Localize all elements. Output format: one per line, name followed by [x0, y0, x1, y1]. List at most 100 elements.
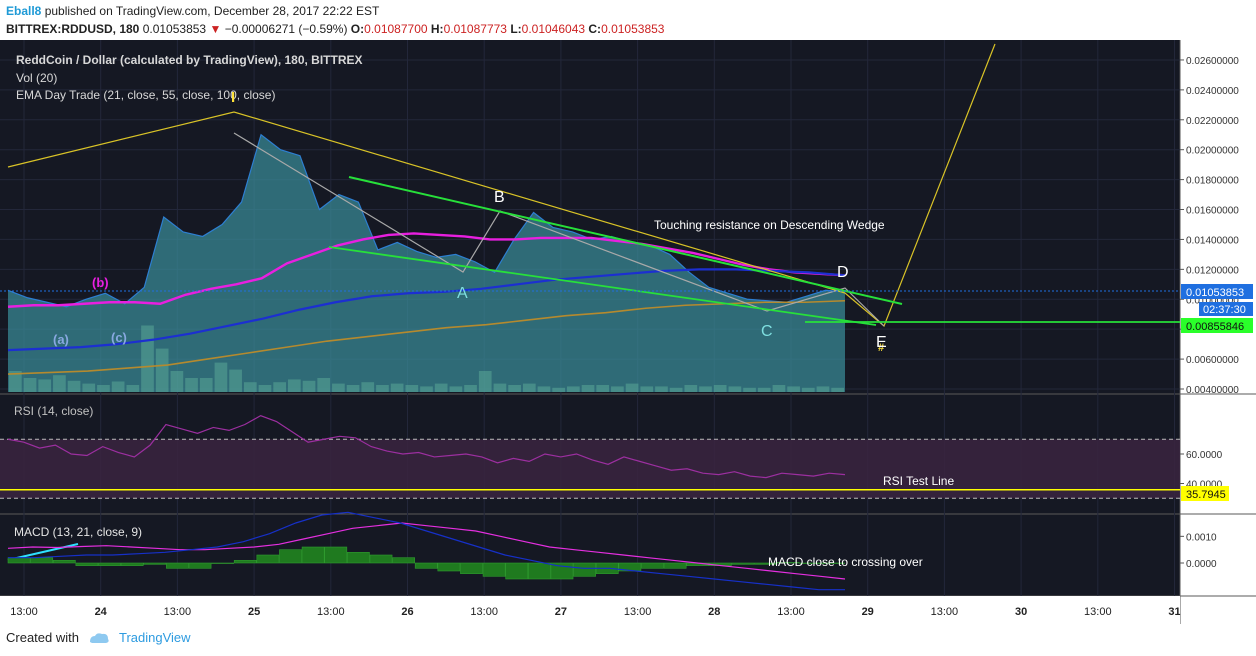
- macd-histogram-bar: [211, 562, 235, 564]
- volume-bar: [229, 369, 242, 392]
- volume-bar: [772, 385, 786, 392]
- volume-bar: [302, 380, 316, 392]
- macd-histogram-bar: [347, 552, 370, 564]
- time-axis-label: 26: [401, 606, 413, 618]
- macd-histogram-bar: [256, 554, 280, 564]
- price-axis-label: 0.02000000: [1186, 146, 1239, 157]
- volume-bar: [669, 387, 683, 392]
- volume-bar: [449, 386, 463, 392]
- macd-histogram-bar: [392, 557, 415, 564]
- volume-bar: [655, 386, 668, 392]
- volume-bar: [376, 385, 389, 392]
- volume-bar: [625, 383, 639, 392]
- vol-legend: Vol (20): [16, 71, 57, 85]
- close-label: C:: [588, 22, 602, 36]
- volume-bar: [684, 385, 698, 392]
- price-axis-label: 0.02600000: [1186, 56, 1239, 67]
- macd-histogram-bar: [460, 562, 483, 574]
- volume-bar: [170, 371, 184, 392]
- macd-histogram-bar: [527, 562, 551, 580]
- rsi-legend: RSI (14, close): [14, 404, 93, 418]
- volume-bar: [67, 380, 81, 392]
- down-arrow-icon: ▼: [209, 22, 222, 36]
- macd-histogram-bar: [573, 562, 596, 577]
- rsi-line: [7, 414, 846, 479]
- volume-bar: [390, 383, 404, 392]
- rsi-test-tag: [1181, 486, 1229, 501]
- volume-bar: [464, 385, 477, 392]
- chart-canvas[interactable]: # 0.02600000 0.02400000 0.02200000 0.020000…: [0, 40, 1256, 624]
- volume-bar: [332, 383, 345, 392]
- time-axis-label: 27: [555, 606, 567, 618]
- macd-line: [7, 522, 846, 580]
- volume-bar: [111, 381, 125, 392]
- volume-bar: [155, 348, 169, 392]
- ohlc-line: BITTREX:RDDUSD, 180 0.01053853 ▼ −0.0000…: [6, 22, 664, 36]
- wave-label-i: I: [231, 89, 235, 106]
- volume-bar: [38, 379, 52, 392]
- close-value: 0.01053853: [601, 22, 665, 36]
- volume-bar: [581, 385, 595, 392]
- wave-label-small-c: (c): [111, 330, 127, 345]
- volume-bar: [141, 325, 154, 392]
- price-axis-label: 0.01400000: [1186, 235, 1239, 246]
- volume-bar: [288, 379, 301, 392]
- last-price-tag: [1181, 284, 1253, 299]
- price-axis-label: 0.02200000: [1186, 116, 1239, 127]
- volume-bar: [640, 386, 654, 392]
- low-label: L:: [510, 22, 522, 36]
- open-label: O:: [350, 22, 365, 36]
- macd-histogram-bar: [98, 562, 121, 566]
- macd-histogram-bar: [437, 562, 461, 572]
- time-axis-label: 28: [708, 606, 720, 618]
- price-axis-label: 0.00600000: [1186, 355, 1239, 366]
- wave-label-a: A: [457, 285, 468, 302]
- time-axis-label: 13:00: [931, 606, 959, 618]
- yellow-trendline: [7, 43, 996, 327]
- macd-axis-label: 0.0000: [1186, 559, 1217, 570]
- time-axis-label: 13:00: [1084, 606, 1112, 618]
- symbol-label: BITTREX:RDDUSD, 180: [6, 22, 140, 36]
- volume-bar: [185, 378, 198, 392]
- macd-histogram-bar: [143, 562, 167, 565]
- time-axis-label: 25: [248, 606, 260, 618]
- wave-label-b: B: [494, 189, 505, 206]
- time-axis-label: 30: [1015, 606, 1027, 618]
- countdown-tag: [1199, 302, 1253, 316]
- wedge-lower-green-line: [328, 246, 877, 326]
- time-axis-label: 13:00: [624, 606, 652, 618]
- volume-bar: [757, 387, 771, 392]
- support-price-tag: [1181, 318, 1253, 333]
- macd-legend: MACD (13, 21, close, 9): [14, 525, 142, 539]
- wave-label-c: C: [761, 323, 773, 340]
- volume-bar: [537, 386, 551, 392]
- wave-label-e: E: [876, 334, 887, 351]
- macd-histogram-bar: [75, 562, 99, 566]
- macd-histogram-bar: [120, 562, 144, 566]
- volume-bar: [699, 386, 712, 392]
- volume-bar: [273, 382, 286, 392]
- time-axis-label: 29: [862, 606, 874, 618]
- macd-histogram-bar: [799, 562, 823, 564]
- macd-histogram-bar: [482, 562, 506, 577]
- tradingview-brand-link[interactable]: TradingView: [118, 630, 191, 645]
- author-link[interactable]: Eball8: [6, 4, 42, 18]
- price-line: [7, 133, 846, 308]
- volume-bar: [611, 386, 624, 392]
- macd-histogram-bar: [301, 546, 325, 564]
- ema_slow-line: [7, 299, 846, 375]
- time-axis-label: 13:00: [10, 606, 38, 618]
- volume-bar: [743, 387, 756, 392]
- volume-bar: [23, 378, 37, 392]
- macd-histogram-bar: [754, 562, 777, 565]
- high-value: 0.01087773: [443, 22, 507, 36]
- macd-histogram-bar: [7, 557, 31, 564]
- price-axis-label: 0.01000000: [1186, 295, 1239, 306]
- wedge-upper-green-line: [348, 176, 903, 305]
- time-axis-label: 13:00: [317, 606, 345, 618]
- macd-annotation: MACD close to crossing over: [768, 555, 923, 569]
- rsi-band: [0, 439, 1180, 499]
- volume-bar: [552, 387, 565, 392]
- macd-histogram-bar: [52, 560, 76, 564]
- chart-title: ReddCoin / Dollar (calculated by Trading…: [16, 53, 363, 67]
